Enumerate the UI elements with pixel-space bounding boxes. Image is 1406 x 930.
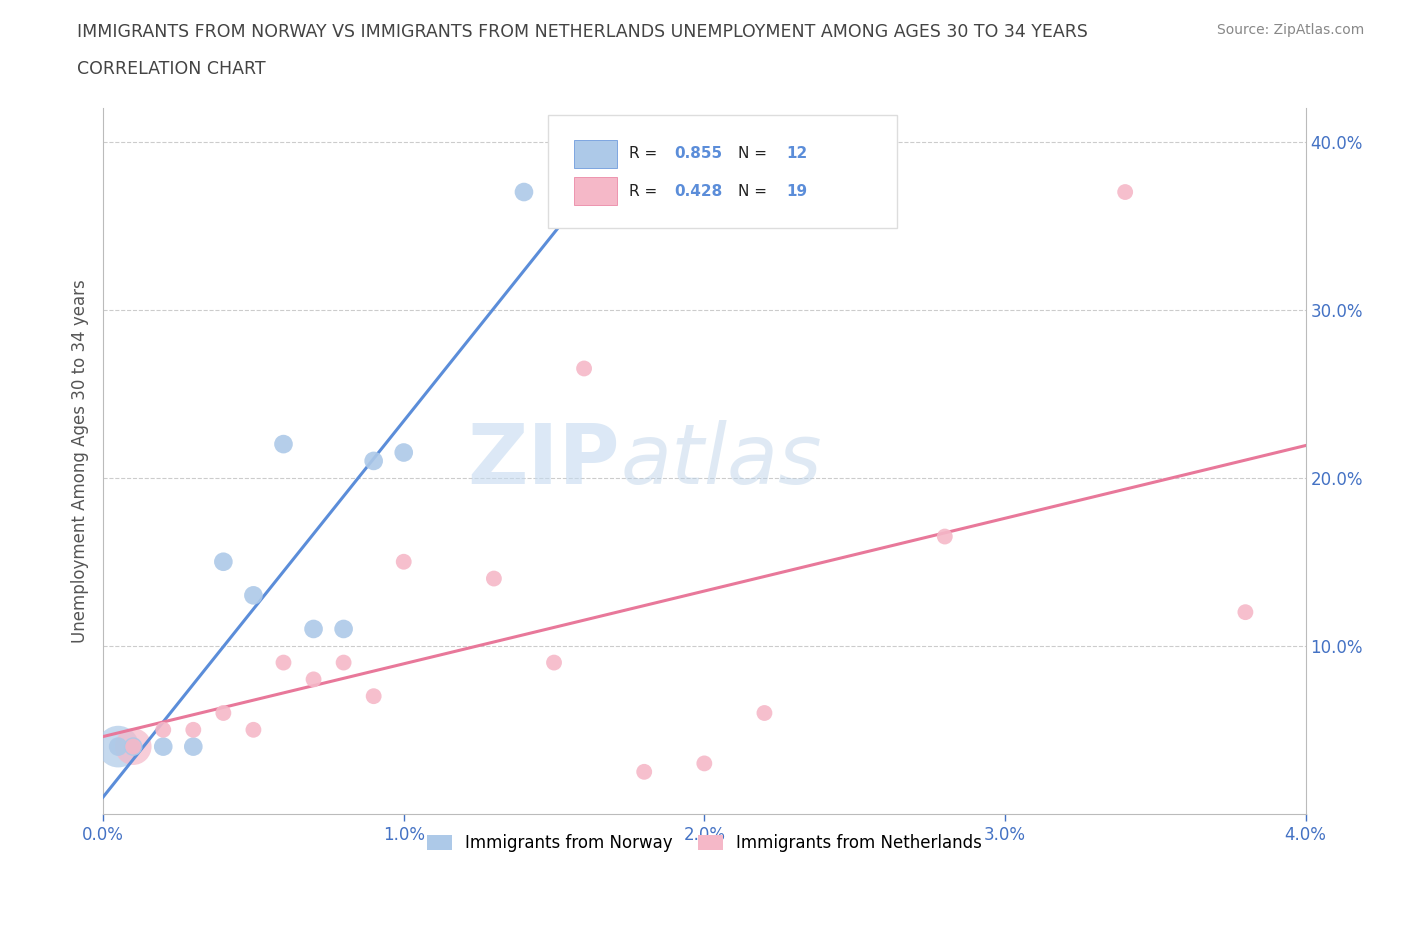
FancyBboxPatch shape xyxy=(575,140,617,167)
Point xyxy=(363,689,385,704)
Text: 12: 12 xyxy=(786,146,807,161)
Y-axis label: Unemployment Among Ages 30 to 34 years: Unemployment Among Ages 30 to 34 years xyxy=(72,279,89,643)
Legend: Immigrants from Norway, Immigrants from Netherlands: Immigrants from Norway, Immigrants from … xyxy=(420,827,988,858)
Point xyxy=(212,706,235,721)
Point xyxy=(181,723,204,737)
Text: atlas: atlas xyxy=(620,420,821,501)
Text: CORRELATION CHART: CORRELATION CHART xyxy=(77,60,266,78)
Point xyxy=(633,764,655,779)
Text: 19: 19 xyxy=(786,184,807,199)
Point xyxy=(212,554,235,569)
Point xyxy=(332,655,354,670)
Point xyxy=(242,588,264,603)
Point xyxy=(754,706,776,721)
Point xyxy=(122,739,145,754)
Point xyxy=(122,739,145,754)
Point xyxy=(392,554,415,569)
FancyBboxPatch shape xyxy=(575,178,617,206)
Point xyxy=(392,445,415,460)
Text: 0.855: 0.855 xyxy=(675,146,723,161)
Point xyxy=(572,361,595,376)
Point xyxy=(152,723,174,737)
Point xyxy=(107,739,129,754)
Point xyxy=(122,739,145,754)
Text: R =: R = xyxy=(628,146,662,161)
Point xyxy=(543,655,565,670)
Text: Source: ZipAtlas.com: Source: ZipAtlas.com xyxy=(1216,23,1364,37)
Point xyxy=(693,756,716,771)
Point xyxy=(242,723,264,737)
Text: N =: N = xyxy=(738,146,772,161)
Point xyxy=(273,655,295,670)
Point xyxy=(934,529,956,544)
Text: ZIP: ZIP xyxy=(468,420,620,501)
Point xyxy=(152,739,174,754)
Point xyxy=(332,621,354,636)
Point xyxy=(302,672,325,687)
Point xyxy=(273,437,295,452)
FancyBboxPatch shape xyxy=(548,115,897,228)
Point xyxy=(302,621,325,636)
Point xyxy=(482,571,505,586)
Point xyxy=(107,739,129,754)
Point xyxy=(1234,604,1257,619)
Text: N =: N = xyxy=(738,184,772,199)
Point xyxy=(363,454,385,469)
Point xyxy=(513,184,536,199)
Text: 0.428: 0.428 xyxy=(675,184,723,199)
Point xyxy=(181,739,204,754)
Text: IMMIGRANTS FROM NORWAY VS IMMIGRANTS FROM NETHERLANDS UNEMPLOYMENT AMONG AGES 30: IMMIGRANTS FROM NORWAY VS IMMIGRANTS FRO… xyxy=(77,23,1088,41)
Text: R =: R = xyxy=(628,184,662,199)
Point xyxy=(1114,184,1136,199)
